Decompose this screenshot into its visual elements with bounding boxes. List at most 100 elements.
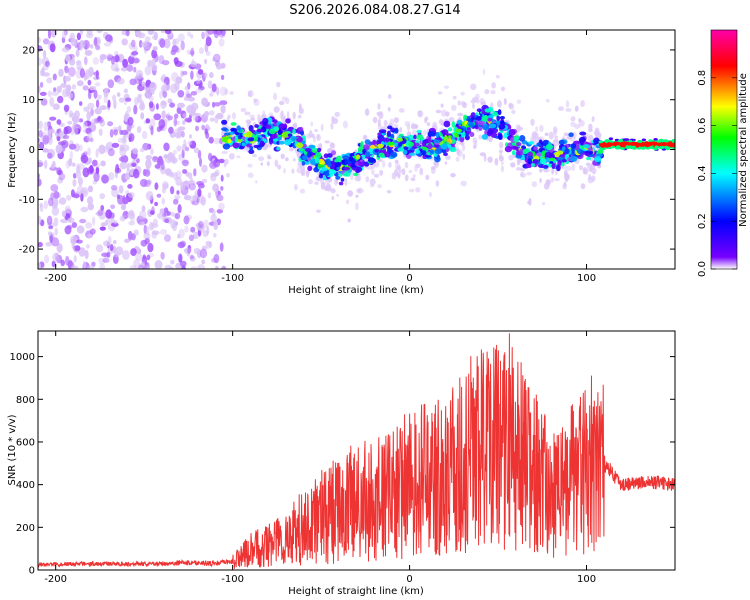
spectrogram-tail-blob	[627, 145, 633, 148]
spectrogram-halo-blob	[331, 142, 336, 149]
spectrogram-noise-blob	[201, 31, 206, 40]
spectrogram-noise-blob	[100, 160, 106, 167]
spectrogram-halo-blob	[574, 123, 581, 129]
spectrogram-noise-blob	[78, 118, 84, 123]
spectrogram-halo-blob	[487, 156, 493, 163]
spectrogram-signal-blob	[276, 146, 281, 151]
spectrogram-signal-blob	[318, 173, 323, 179]
spectrogram-signal-blob	[360, 141, 364, 148]
spectrogram-noise-blob	[38, 138, 41, 143]
spectrogram-signal-blob	[593, 137, 600, 145]
spectrogram-signal-blob	[594, 156, 602, 163]
spectrogram-noise-blob	[108, 217, 115, 224]
spectrogram-tail-blob	[619, 142, 624, 146]
spectrogram-tail-blob	[631, 145, 636, 149]
spectrogram-noise-blob	[82, 167, 90, 178]
spectrogram-noise-blob	[129, 133, 135, 142]
spectrogram-tail-blob	[660, 143, 665, 147]
spectrogram-noise-blob	[141, 81, 146, 87]
spectrogram-noise-blob	[58, 173, 66, 181]
spectrogram-tail-blob	[620, 147, 625, 150]
spectrogram-noise-blob	[184, 117, 192, 123]
spectrogram-halo-blob	[570, 121, 576, 127]
spectrogram-halo-blob	[247, 91, 252, 98]
spectrogram-noise-blob	[199, 248, 208, 259]
spectrogram-halo-blob	[317, 143, 323, 150]
spectrogram-halo-blob	[475, 93, 480, 100]
spectrogram-signal-blob	[536, 142, 541, 147]
spectrogram-noise-blob	[174, 212, 181, 220]
spectrogram-noise-blob	[51, 206, 60, 216]
spectrogram-halo-blob	[249, 114, 255, 118]
spectrogram-noise-blob	[186, 49, 194, 55]
y-tick-label: 1000	[10, 352, 35, 363]
spectrogram-signal-blob	[490, 123, 497, 128]
spectrogram-noise-blob	[216, 64, 223, 70]
spectrogram-noise-blob	[115, 54, 119, 63]
spectrogram-halo-blob	[408, 188, 415, 193]
spectrogram-noise-blob	[91, 159, 98, 167]
spectrogram-noise-blob	[176, 145, 182, 152]
spectrogram-noise-blob	[167, 115, 173, 121]
spectrogram-halo-blob	[565, 165, 572, 172]
y-tick-label: -10	[19, 195, 35, 206]
spectrogram-noise-blob	[182, 120, 186, 125]
spectrogram-noise-blob	[204, 72, 208, 78]
spectrogram-noise-blob	[145, 158, 152, 169]
spectrogram-noise-blob	[190, 266, 198, 269]
spectrogram-noise-blob	[95, 69, 99, 80]
spectrogram-signal-blob	[296, 136, 304, 143]
spectrogram-tail-blob	[671, 140, 675, 143]
spectrogram-noise-blob	[118, 185, 124, 194]
spectrogram-noise-blob	[70, 265, 79, 269]
spectrogram-noise-blob	[131, 51, 139, 56]
spectrogram-signal-blob	[522, 148, 529, 154]
spectrogram-noise-blob	[87, 233, 93, 239]
spectrogram-halo-blob	[588, 174, 592, 181]
colorbar-ticks: 0.0 0.2 0.4 0.6 0.8	[697, 70, 737, 277]
spectrogram-halo-blob	[298, 107, 304, 115]
spectrogram-signal-blob	[298, 148, 305, 152]
spectrogram-noise-blob	[144, 238, 150, 245]
spectrogram-noise-blob	[156, 126, 162, 132]
spectrogram-noise-blob	[86, 265, 95, 269]
spectrogram-noise-blob	[51, 260, 56, 268]
spectrogram-noise-blob	[71, 84, 77, 90]
spectrogram-signal-blob	[546, 157, 551, 163]
spectrogram-noise-blob	[108, 172, 115, 181]
spectrogram-noise-blob	[198, 85, 205, 91]
spectrogram-noise-blob	[88, 113, 92, 118]
x-tick-label: -200	[44, 574, 67, 585]
spectrogram-noise-blob	[50, 184, 59, 192]
colorbar-tick-label: 0.8	[697, 70, 708, 86]
spectrogram-noise-blob	[205, 50, 211, 56]
spectrogram-noise-blob	[115, 246, 124, 256]
spectrogram-signal-blob	[464, 134, 470, 141]
spectrogram-noise-blob	[67, 217, 75, 224]
spectrogram-noise-blob	[195, 88, 203, 93]
spectrogram-signal-blob	[478, 127, 483, 131]
spectrogram-noise-blob	[159, 229, 168, 235]
spectrogram-halo-blob	[451, 104, 457, 111]
spectrogram-noise-blob	[118, 97, 125, 103]
spectrogram-tail-blob	[608, 137, 614, 140]
spectrogram-signal-blob	[268, 128, 276, 135]
spectrogram-signal-blob	[443, 135, 449, 142]
spectrogram-halo-blob	[440, 122, 445, 127]
spectrogram-signal-blob	[582, 144, 591, 149]
spectrogram-noise-blob	[64, 75, 71, 82]
spectrogram-noise-blob	[95, 99, 100, 108]
spectrogram-noise-blob	[160, 251, 165, 260]
spectrogram-noise-blob	[94, 82, 101, 87]
spectrogram-noise-blob	[45, 60, 50, 67]
spectrogram-noise-blob	[170, 259, 175, 265]
spectrogram-noise-blob	[82, 120, 88, 129]
spectrogram-noise-blob	[113, 129, 118, 136]
spectrogram-noise-blob	[85, 69, 90, 80]
spectrogram-noise-blob	[91, 261, 96, 267]
spectrogram-signal-blob	[487, 114, 494, 119]
spectrogram-halo-blob	[325, 184, 332, 192]
spectrogram-halo-blob	[260, 162, 263, 166]
spectrogram-signal-blob	[307, 165, 313, 172]
spectrogram-signal-blob	[433, 139, 441, 144]
